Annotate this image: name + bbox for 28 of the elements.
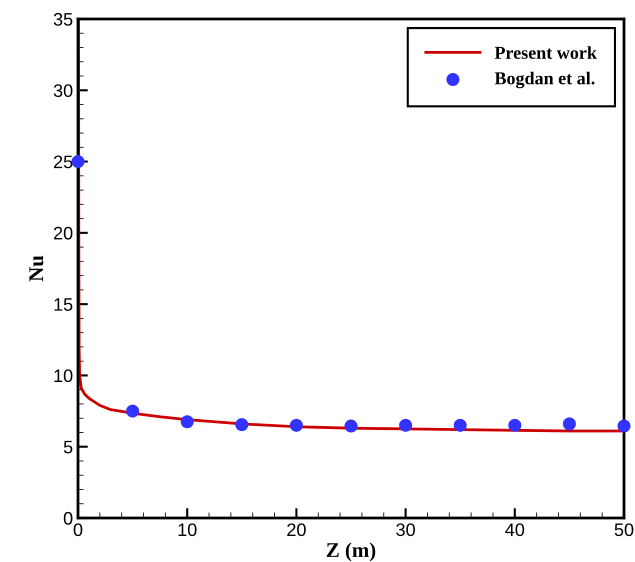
x-tick-label: 50: [614, 523, 634, 536]
point: [454, 418, 467, 432]
y-axis-title: Nu: [29, 256, 44, 282]
y-tick-label: 0: [64, 512, 72, 525]
point: [344, 420, 358, 433]
legend-label: Bogdan et al.: [494, 72, 594, 88]
point: [290, 418, 303, 432]
y-tick-label: 5: [64, 440, 72, 454]
y-tick-label: 15: [54, 298, 72, 311]
point: [562, 417, 576, 430]
y-tick-label: 10: [54, 369, 72, 382]
x-tick-label: 30: [396, 523, 415, 536]
point: [180, 415, 194, 428]
x-axis-title: Z (m): [326, 542, 376, 562]
x-tick-label: 10: [178, 523, 197, 536]
x-tick-label: 20: [287, 523, 306, 536]
legend-label: Present work: [494, 46, 597, 59]
y-tick-label: 25: [54, 156, 72, 168]
x-tick-label: 0: [74, 523, 82, 536]
point: [399, 418, 412, 432]
y-tick-label: 35: [54, 12, 72, 26]
point: [126, 404, 140, 418]
y-tick-label: 20: [54, 226, 72, 240]
y-tick-label: 30: [54, 84, 72, 98]
point: [617, 420, 631, 433]
point: [235, 418, 248, 432]
point: [508, 418, 522, 432]
x-tick-label: 40: [505, 523, 524, 536]
